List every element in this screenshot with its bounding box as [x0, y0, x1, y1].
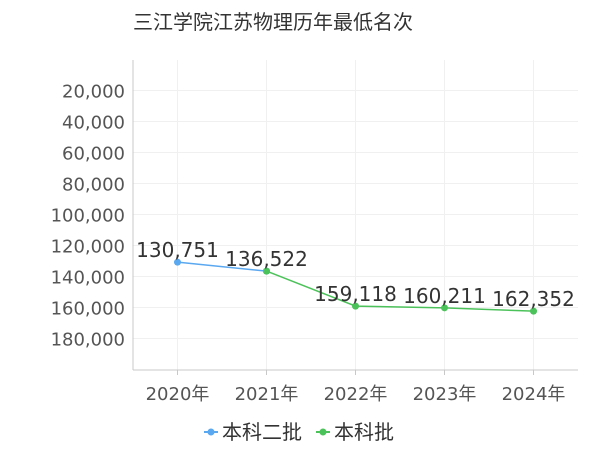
chart-title: 三江学院江苏物理历年最低名次	[133, 10, 413, 34]
y-tick-label: 180,000	[51, 330, 125, 351]
data-label: 160,211	[403, 284, 486, 308]
x-tick-label: 2023年	[413, 384, 477, 405]
y-tick-label: 80,000	[62, 175, 125, 196]
data-label: 162,352	[492, 287, 575, 311]
grid-lines	[133, 60, 578, 370]
legend-marker	[319, 428, 327, 436]
y-tick-label: 120,000	[51, 237, 125, 258]
x-tick-label: 2020年	[146, 384, 210, 405]
y-tick-label: 140,000	[51, 268, 125, 289]
y-tick-label: 40,000	[62, 113, 125, 134]
axes: 20,000 40,000 60,000 80,000 100,000 120,000 14…	[51, 60, 578, 405]
data-point	[263, 267, 270, 275]
data-point	[352, 302, 359, 310]
legend-label: 本科二批	[222, 420, 302, 444]
data-point	[174, 258, 181, 266]
legend-label: 本科批	[334, 420, 394, 444]
data-label: 130,751	[136, 238, 219, 262]
series-lines	[174, 258, 537, 315]
data-label: 159,118	[314, 282, 397, 306]
y-tick-label: 160,000	[51, 299, 125, 320]
y-tick-label: 60,000	[62, 144, 125, 165]
y-tick-label: 20,000	[62, 82, 125, 103]
series-line-2	[266, 270, 534, 312]
legend[interactable]: 本科二批 本科批	[204, 420, 394, 444]
data-label: 136,522	[225, 247, 308, 271]
y-tick-label: 100,000	[51, 206, 125, 227]
series-line-1	[177, 261, 267, 272]
data-point	[441, 304, 448, 312]
legend-item[interactable]: 本科二批	[204, 420, 302, 444]
x-tick-label: 2022年	[324, 384, 388, 405]
legend-item[interactable]: 本科批	[316, 420, 394, 444]
x-tick-label: 2021年	[235, 384, 299, 405]
data-point	[530, 307, 537, 315]
legend-marker	[207, 428, 215, 436]
x-tick-label: 2024年	[502, 384, 566, 405]
